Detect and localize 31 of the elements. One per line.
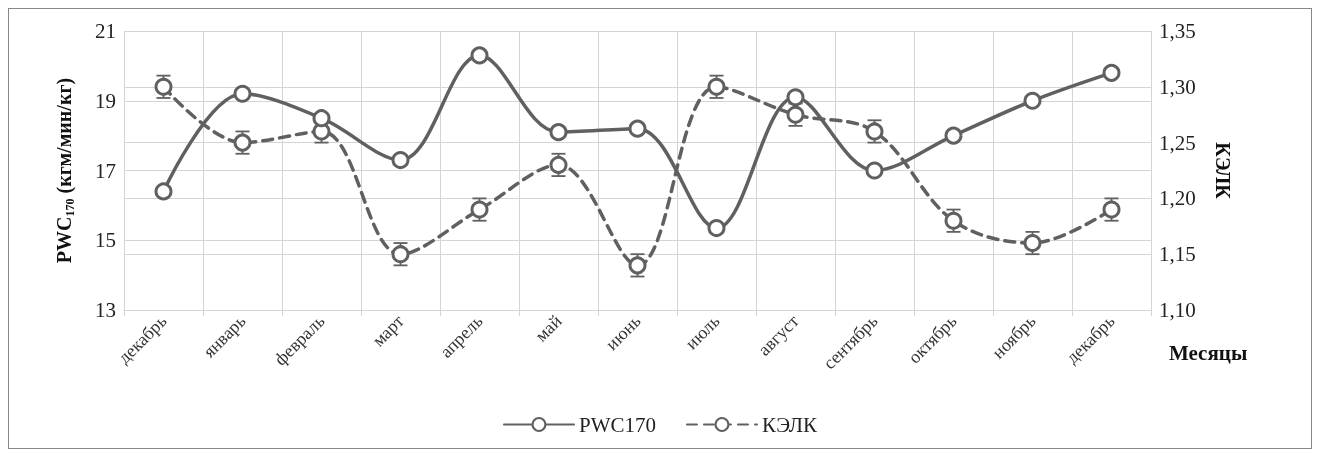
y-tick-label: 21 (95, 19, 116, 43)
y-tick-label: 17 (95, 158, 116, 183)
point (1023, 234, 1042, 253)
y2-tick-label: 1,10 (1159, 298, 1196, 322)
point (1023, 91, 1042, 110)
point (391, 151, 410, 170)
point (944, 126, 963, 145)
point (865, 161, 884, 180)
y-tick-label: 19 (95, 88, 116, 113)
y2-tick-label: 1,30 (1159, 74, 1196, 99)
y2-tick-label: 1,25 (1159, 130, 1196, 155)
point (233, 84, 252, 103)
point (470, 46, 489, 65)
x-tick-label: май (531, 310, 566, 346)
y-tick-label: 13 (95, 298, 116, 322)
legend-label: PWC170 (578, 412, 656, 437)
point (154, 182, 173, 201)
point (707, 219, 726, 238)
x-axis-title: Месяцы (1169, 340, 1248, 365)
y2-axis-title: КЭЛК (1212, 142, 1234, 200)
y-tick-label: 15 (95, 228, 116, 253)
legend-label: КЭЛК (761, 412, 819, 437)
point (1102, 63, 1121, 82)
point (628, 119, 647, 138)
y-axis-title: PWC170 (кгм/мин/кг) (53, 77, 77, 264)
y2-tick-label: 1,35 (1159, 19, 1196, 43)
y2-tick-label: 1,15 (1159, 242, 1196, 267)
point (549, 123, 568, 142)
point (786, 88, 805, 107)
point (312, 109, 331, 128)
y2-tick-label: 1,20 (1159, 186, 1196, 211)
